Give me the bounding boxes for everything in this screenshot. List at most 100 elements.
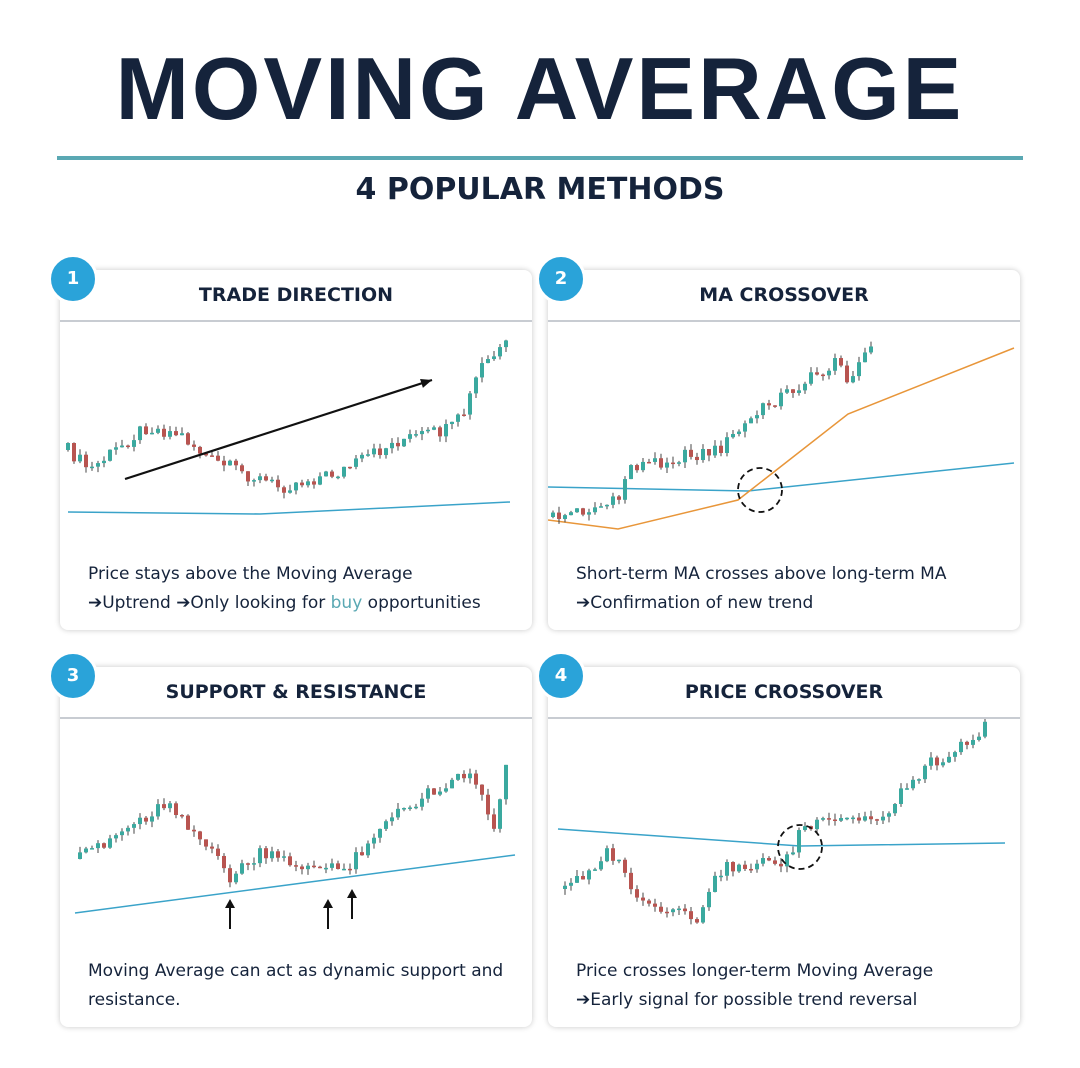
candle-body: [138, 426, 142, 441]
candle-body: [336, 863, 340, 870]
candle-body: [755, 863, 759, 870]
candle-body: [971, 739, 975, 745]
candle-body: [563, 515, 567, 519]
candle-body: [869, 816, 873, 820]
candle-body: [114, 447, 118, 450]
candle-body: [761, 403, 765, 416]
text-segment: opportunities: [362, 593, 481, 613]
candle-body: [450, 421, 454, 425]
candle-body: [90, 466, 94, 469]
candle-body: [881, 816, 885, 821]
candle-body: [390, 442, 394, 449]
candle-body: [815, 819, 819, 830]
panel-title: MA CROSSOVER: [699, 284, 869, 306]
candle-body: [282, 487, 286, 493]
candle-body: [611, 496, 615, 505]
panel: 1 TRADE DIRECTION Price stays above the Mo…: [48, 254, 532, 630]
candle-body: [899, 788, 903, 804]
candle-body: [599, 861, 603, 870]
moving-average: [67, 501, 511, 515]
candle-body: [575, 508, 579, 513]
candle-body: [737, 431, 741, 435]
candle-body: [875, 819, 879, 821]
candle-body: [288, 490, 292, 493]
candle-body: [809, 372, 813, 384]
panel-number: 1: [48, 254, 98, 304]
candle-body: [498, 347, 502, 357]
candle-body: [246, 863, 250, 865]
candle-body: [126, 827, 130, 832]
candle-body: [126, 445, 130, 448]
candle-body: [162, 428, 166, 437]
candlestick-chart: [548, 341, 1015, 530]
candlestick-chart: [557, 719, 1006, 925]
candle-body: [713, 875, 717, 892]
candle-body: [408, 434, 412, 439]
candle-body: [444, 424, 448, 437]
candle-body: [444, 788, 448, 792]
candle-body: [839, 818, 843, 821]
candle-body: [258, 848, 262, 864]
candle-body: [623, 859, 627, 873]
candle-body: [863, 816, 867, 821]
candle-body: [785, 854, 789, 867]
candle-body: [869, 346, 873, 353]
candle-body: [120, 831, 124, 836]
candle-body: [617, 496, 621, 500]
candle-body: [228, 868, 232, 883]
candle-body: [905, 788, 909, 790]
candle-body: [593, 507, 597, 513]
candle-body: [378, 448, 382, 456]
candle-body: [252, 863, 256, 865]
candle-body: [318, 476, 322, 485]
candle-body: [737, 864, 741, 872]
candle-body: [749, 868, 753, 871]
candle-body: [635, 465, 639, 471]
candle-body: [384, 821, 388, 829]
candle-body: [396, 442, 400, 447]
candle-body: [713, 445, 717, 456]
panel-text: Price stays above the Moving Average ➔Upt…: [88, 560, 481, 618]
candle-body: [965, 741, 969, 745]
candle-body: [462, 773, 466, 779]
candle-body: [402, 808, 406, 810]
text-line: Price crosses longer-term Moving Average: [576, 957, 933, 986]
candle-body: [695, 456, 699, 461]
candle-body: [468, 393, 472, 415]
candle-body: [605, 848, 609, 862]
candle-body: [138, 817, 142, 825]
candle-body: [947, 756, 951, 763]
candle-body: [354, 458, 358, 467]
candle-body: [294, 482, 298, 491]
candle-body: [486, 794, 490, 815]
candle-body: [210, 455, 214, 457]
candle-body: [743, 864, 747, 869]
candle-body: [863, 352, 867, 363]
candle-body: [372, 837, 376, 844]
candle-body: [306, 865, 310, 870]
candle-body: [366, 454, 370, 456]
candle-body: [294, 865, 298, 867]
candle-body: [342, 466, 346, 477]
panel-number: 2: [536, 254, 586, 304]
candle-body: [797, 390, 801, 393]
candle-body: [647, 461, 651, 464]
candle-body: [707, 449, 711, 456]
candle-body: [761, 858, 765, 864]
moving-average: [557, 828, 1006, 847]
candle-body: [941, 762, 945, 766]
panel: 3 SUPPORT & RESISTANCE Moving Average can …: [48, 651, 532, 1027]
candle-body: [474, 773, 478, 785]
candle-body: [492, 356, 496, 360]
text-line: ➔Uptrend ➔Only looking for buy opportuni…: [88, 589, 481, 618]
candle-body: [456, 773, 460, 780]
candle-body: [851, 376, 855, 383]
candle-body: [569, 882, 573, 886]
panel-title: SUPPORT & RESISTANCE: [165, 681, 427, 703]
candle-body: [84, 454, 88, 468]
candle-body: [719, 875, 723, 878]
candle-body: [216, 848, 220, 856]
candle-body: [935, 757, 939, 766]
candle-body: [276, 479, 280, 488]
